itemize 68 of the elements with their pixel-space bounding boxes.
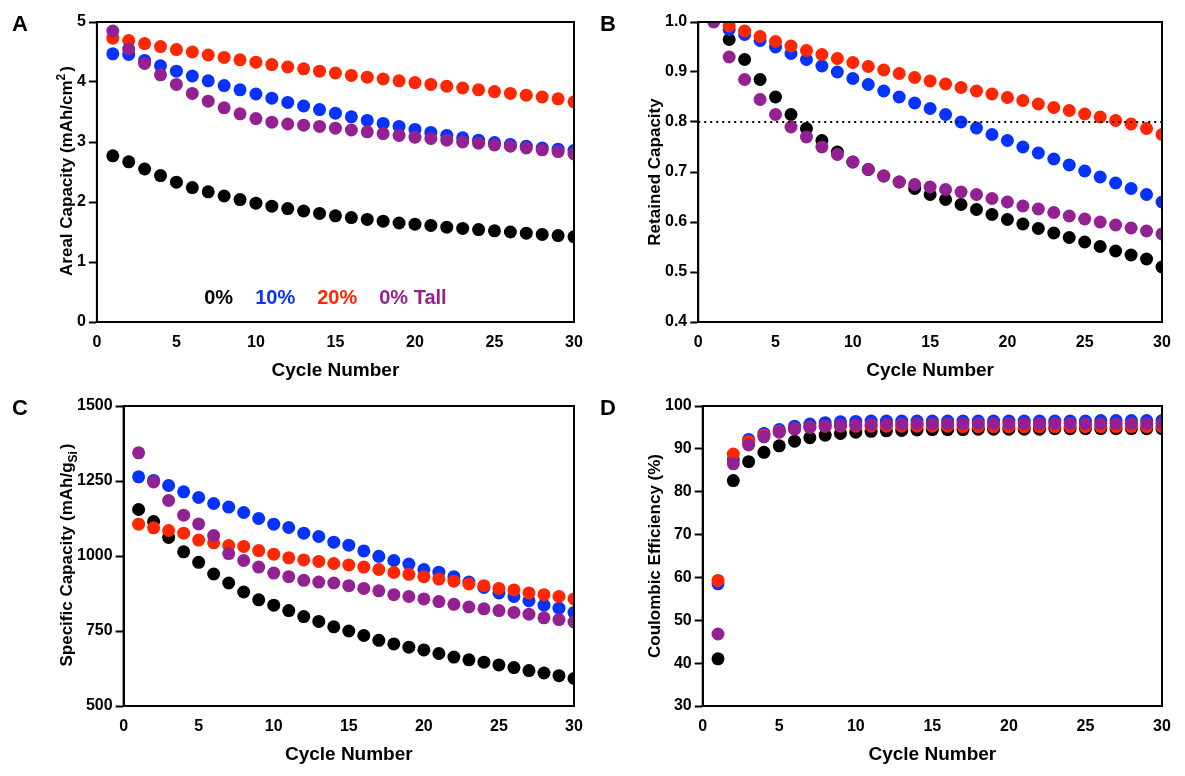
y-tick-label: 0 [76,312,86,330]
x-tick-label: 15 [326,333,345,351]
x-tick-label: 20 [414,717,433,735]
x-tick-label: 30 [1153,717,1171,735]
y-tick-label: 500 [85,696,113,714]
y-axis-title: Areal Capacity (mAh/cm2) [54,66,76,276]
x-axis-title: Cycle Number [284,742,414,764]
x-tick-label: 0 [698,717,708,735]
y-tick-label: 1 [76,252,86,270]
y-tick-label: 1000 [77,546,113,564]
x-axis-title: Cycle Number [866,358,995,380]
y-tick-label: 3 [76,132,86,150]
y-tick-label: 2 [76,192,86,210]
x-tick-label: 10 [846,717,865,735]
x-tick-label: 5 [771,333,781,351]
x-tick-label: 25 [485,333,504,351]
x-tick-label: 25 [1076,717,1095,735]
y-tick-label: 70 [673,524,692,542]
y-tick-label: 50 [673,610,692,628]
x-axis-title: Cycle Number [868,742,997,764]
y-tick-label: 0.6 [664,212,688,230]
x-tick-label: 5 [194,717,204,735]
chart-title: A [12,11,28,37]
y-tick-label: 1500 [77,396,113,414]
x-tick-label: 25 [490,717,508,735]
y-axis-title: Coulombic Efficiency (%) [645,453,664,659]
y-axis-title: Retained Capacity [645,97,664,246]
y-tick-label: 40 [673,653,692,671]
x-tick-label: 5 [774,717,784,735]
y-tick-label: 0.7 [664,162,688,180]
y-tick-label: 60 [673,567,692,585]
x-tick-label: 0 [693,333,703,351]
x-tick-label: 10 [843,333,862,351]
x-tick-label: 20 [406,333,424,351]
text: 0% [204,286,234,308]
x-tick-label: 10 [247,333,265,351]
text: 0% Tall [379,286,447,308]
x-tick-label: 15 [921,333,940,351]
y-tick-label: 1250 [77,471,113,489]
y-tick-label: 0.4 [664,312,688,330]
x-tick-label: 5 [171,333,181,351]
y-tick-label: 0.8 [664,112,688,130]
x-tick-label: 25 [1075,333,1094,351]
y-tick-label: 0.9 [664,62,688,80]
x-tick-label: 30 [565,717,583,735]
y-tick-label: 80 [673,482,692,500]
y-tick-label: 750 [85,621,113,639]
x-tick-label: 20 [1000,717,1018,735]
y-tick-label: 90 [673,439,692,457]
x-tick-label: 15 [923,717,942,735]
y-tick-label: 4 [76,72,86,90]
text: 20% [317,286,358,308]
y-tick-label: 100 [664,396,692,414]
chart-title: C [12,395,28,421]
x-tick-label: 10 [264,717,283,735]
text: 10% [255,286,296,308]
y-tick-label: 5 [76,12,86,30]
y-tick-label: 30 [673,696,692,714]
x-tick-label: 15 [339,717,358,735]
x-tick-label: 30 [565,333,583,351]
x-tick-label: 30 [1153,333,1171,351]
x-tick-label: 20 [998,333,1017,351]
y-tick-label: 1.0 [664,12,688,30]
x-tick-label: 0 [119,717,129,735]
chart-title: D [600,395,616,421]
x-axis-title: Cycle Number [271,358,400,380]
y-tick-label: 0.5 [664,262,688,280]
chart-title: B [600,11,616,37]
